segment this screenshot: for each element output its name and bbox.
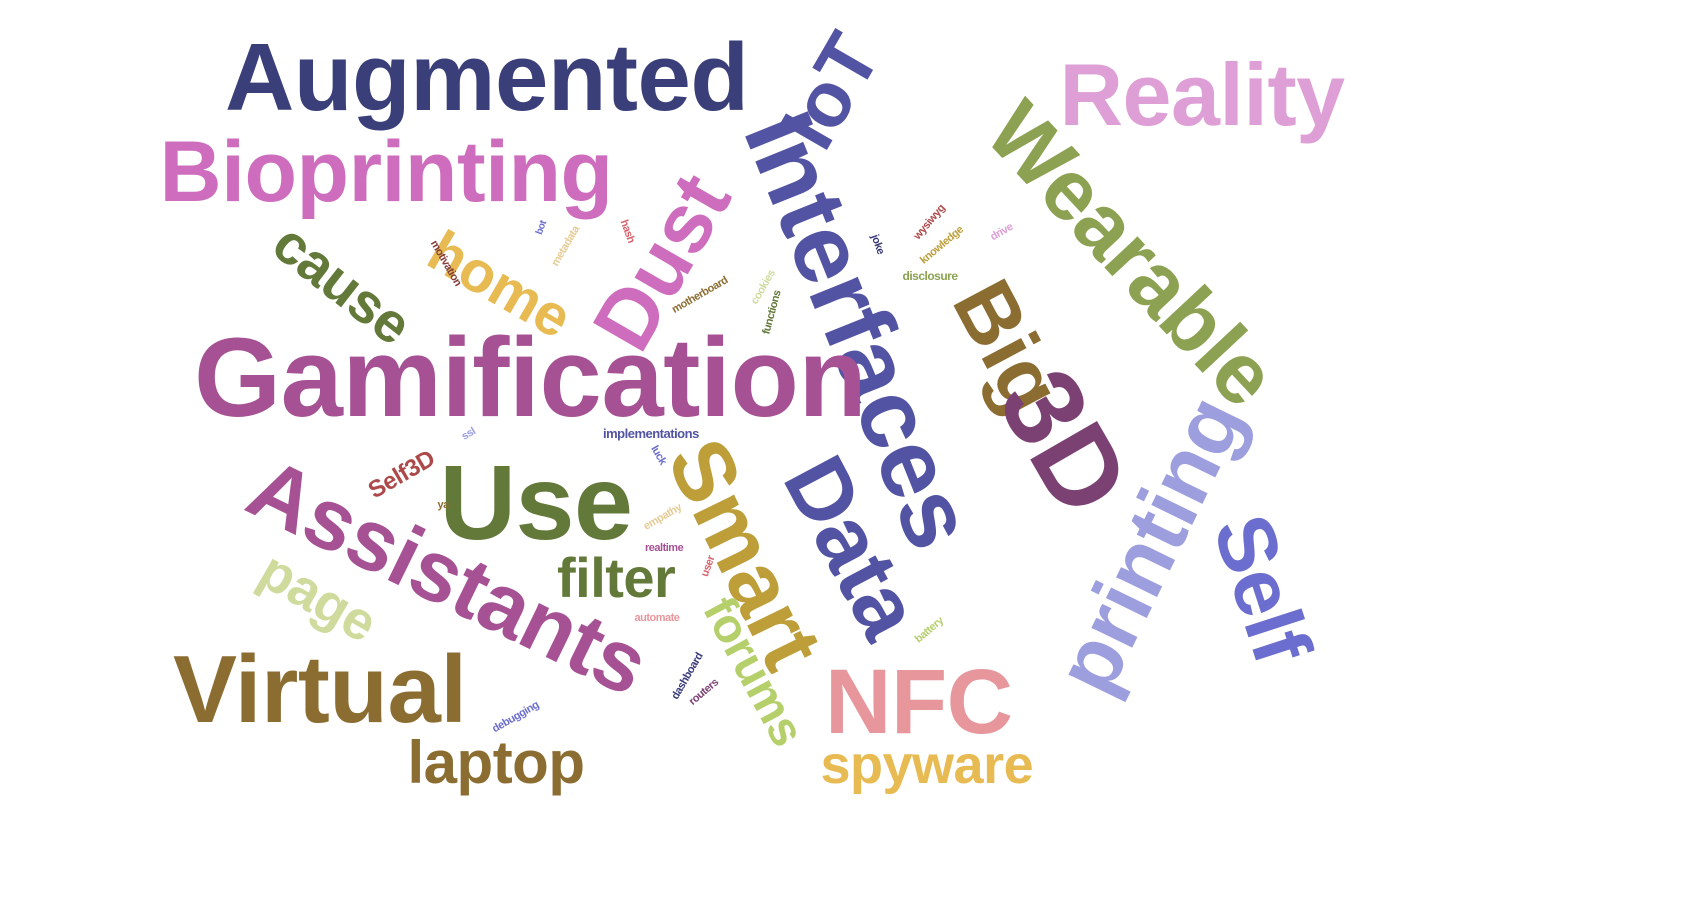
word-laptop: laptop [407,729,585,796]
word-metadata: metadata [549,223,582,268]
word-ya: ya [437,498,450,511]
word-virtual: Virtual [173,636,467,743]
word-self: Self [1195,504,1328,674]
word-automate: automate [634,611,680,624]
word-implementations: implementations [603,425,699,441]
word-filter: filter [557,546,676,609]
word-nfc: NFC [825,651,1013,753]
word-luck: luck [648,443,669,467]
word-routers: routers [686,675,721,708]
word-augmented: Augmented [225,24,749,131]
word-realtime: realtime [645,541,684,554]
word-self3d: Self3D [363,444,440,505]
word-reality: Reality [1059,45,1346,144]
word-use: Use [439,444,633,562]
word-bot: bot [533,219,550,237]
word-spyware: spyware [820,735,1034,795]
word-battery: battery [912,614,946,645]
word-drive: drive [988,220,1015,243]
word-disclosure: disclosure [902,269,959,283]
word-bioprinting: Bioprinting [159,124,614,220]
word-gamification: Gamification [194,315,867,440]
